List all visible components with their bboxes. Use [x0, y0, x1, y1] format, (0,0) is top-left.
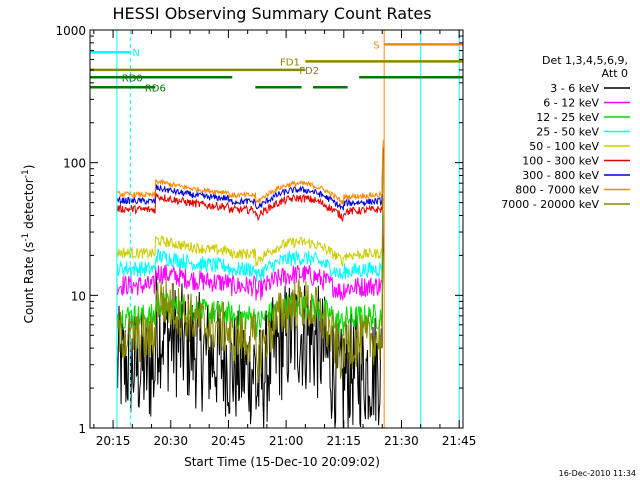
x-tick-label: 20:15	[96, 434, 131, 448]
legend-entry: 12 - 25 keV	[536, 111, 599, 124]
series-line	[116, 139, 385, 206]
y-tick-label: 10	[71, 289, 86, 303]
legend-entry: 800 - 7000 keV	[515, 184, 599, 197]
legend-entry: 25 - 50 keV	[536, 126, 599, 139]
series-line	[116, 211, 385, 282]
ylabel-end: )	[22, 165, 36, 170]
series-line	[116, 197, 385, 268]
ylabel-sup2: -1	[21, 169, 31, 178]
legend-entry: 7000 - 20000 keV	[501, 198, 599, 211]
axis-layer: 20:15 20:30 20:45 21:00 21:15 21:30 21:45 1 10 10…	[55, 24, 476, 448]
flag-label: FD1	[280, 57, 300, 68]
ylabel-main: Count Rate (s	[22, 242, 36, 324]
y-tick-label: 1000	[55, 24, 86, 38]
x-tick-label: 20:45	[211, 434, 246, 448]
x-tick-label: 20:30	[153, 434, 188, 448]
legend-header-att: Att 0	[602, 67, 628, 80]
x-tick-label: 21:30	[384, 434, 419, 448]
legend-entry: 6 - 12 keV	[543, 97, 599, 110]
chart-title: HESSI Observing Summary Count Rates	[112, 4, 431, 23]
y-tick-label: 100	[63, 157, 86, 171]
data-layer	[116, 139, 385, 428]
x-tick-label: 21:45	[442, 434, 477, 448]
series-line	[116, 220, 385, 301]
ylabel-mid: detector	[22, 178, 36, 233]
legend-entry: 300 - 800 keV	[522, 169, 599, 182]
y-tick-label: 1	[78, 422, 86, 436]
flag-label: RD0	[122, 73, 143, 84]
footer-date: 16-Dec-2010 11:34	[559, 469, 636, 478]
flag-label: N	[132, 48, 139, 59]
x-axis-label: Start Time (15-Dec-10 20:09:02)	[184, 455, 380, 469]
legend-entry: 50 - 100 keV	[529, 140, 599, 153]
legend: Det 1,3,4,5,6,9,Att 03 - 6 keV 6 - 12 keV…	[501, 54, 630, 211]
legend-header: Det 1,3,4,5,6,9,	[542, 54, 628, 67]
series-line	[116, 146, 385, 211]
flag-label: RD6	[145, 83, 166, 94]
legend-entry: 3 - 6 keV	[550, 82, 599, 95]
legend-entry: 100 - 300 keV	[522, 155, 599, 168]
x-tick-label: 21:15	[326, 434, 361, 448]
flag-label: S	[373, 40, 379, 51]
svg-text:Count Rate (s-1 detector-1): Count Rate (s-1 detector-1)	[21, 165, 36, 324]
y-axis-label: Count Rate (s-1 detector-1)	[21, 165, 36, 324]
ylabel-sup: -1	[21, 233, 31, 242]
series-line	[116, 146, 385, 383]
x-tick-label: 21:00	[269, 434, 304, 448]
plot-frame	[89, 29, 464, 429]
series-line	[116, 155, 385, 223]
flag-label: FD2	[299, 66, 319, 77]
